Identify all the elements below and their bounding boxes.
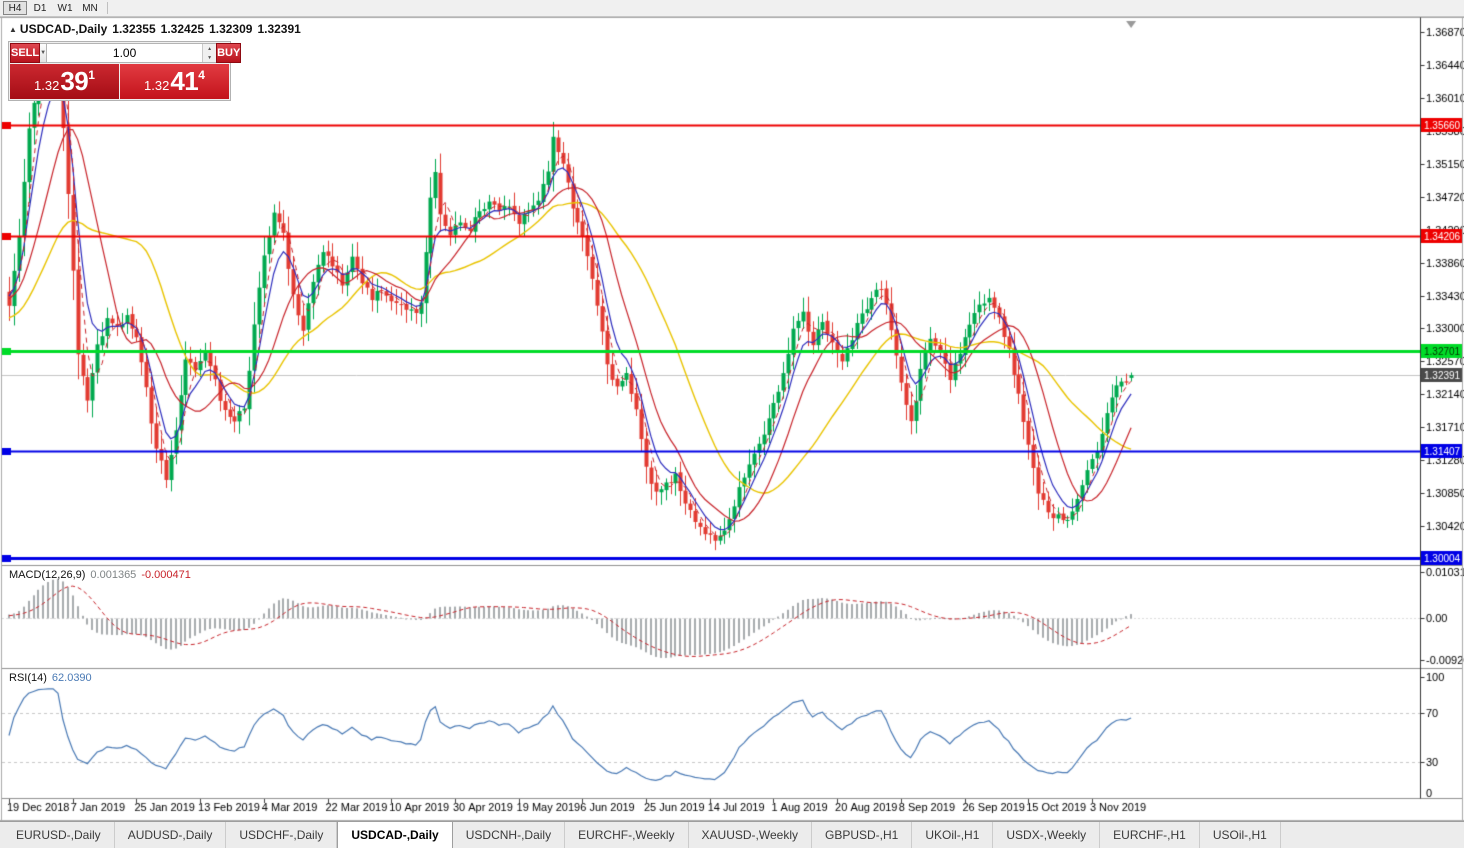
spin-down-icon: ▼ bbox=[207, 54, 213, 61]
sell-price-pipette: 1 bbox=[88, 68, 95, 82]
timeframe-button-w1[interactable]: W1 bbox=[57, 3, 73, 14]
sell-price-quote[interactable]: 1.32 39 1 bbox=[10, 64, 119, 99]
rsi-value: 62.0390 bbox=[51, 672, 92, 684]
chart-tab-audusd-daily[interactable]: AUDUSD-,Daily bbox=[115, 822, 227, 848]
rsi-name: RSI(14) bbox=[9, 672, 47, 684]
volume-input[interactable] bbox=[47, 44, 203, 62]
chart-tab-xauusd-weekly[interactable]: XAUUSD-,Weekly bbox=[689, 822, 812, 848]
buy-price-big-digits: 41 bbox=[170, 66, 199, 96]
sell-button[interactable]: SELL bbox=[10, 43, 41, 63]
timeframe-toolbar: H4 D1 W1 MN bbox=[0, 0, 1464, 17]
macd-main-value: 0.001365 bbox=[90, 569, 137, 581]
chevron-down-icon: ▼ bbox=[40, 50, 47, 56]
rsi-indicator-label: RSI(14) 62.0390 bbox=[9, 672, 97, 684]
chart-title: ▲ USDCAD-,Daily 1.32355 1.32425 1.32309 1.323… bbox=[9, 22, 306, 36]
chart-tab-usoil-h1[interactable]: USOil-,H1 bbox=[1200, 822, 1281, 848]
ohlc-close: 1.32391 bbox=[257, 22, 301, 36]
spin-up-icon: ▲ bbox=[207, 45, 213, 52]
buy-button[interactable]: BUY bbox=[216, 43, 242, 63]
volume-decrease-button[interactable]: ▼ bbox=[203, 53, 216, 62]
chart-tab-usdcnh-daily[interactable]: USDCNH-,Daily bbox=[453, 822, 566, 848]
chart-tab-eurusd-daily[interactable]: EURUSD-,Daily bbox=[3, 822, 115, 848]
buy-price-pipette: 4 bbox=[198, 68, 205, 82]
chart-window-icon: ▲ bbox=[9, 25, 17, 34]
chart-tab-eurchf-h1[interactable]: EURCHF-,H1 bbox=[1100, 822, 1200, 848]
chart-tab-bar: EURUSD-,Daily AUDUSD-,Daily USDCHF-,Daily U… bbox=[0, 821, 1464, 848]
volume-spinner: ▲ ▼ bbox=[202, 44, 217, 62]
macd-indicator-label: MACD(12,26,9) 0.001365 -0.000471 bbox=[9, 569, 196, 581]
volume-increase-button[interactable]: ▲ bbox=[203, 44, 216, 53]
chart-tab-ukoil-h1[interactable]: UKOil-,H1 bbox=[912, 822, 994, 848]
buy-price-prefix: 1.32 bbox=[144, 77, 170, 93]
ohlc-open: 1.32355 bbox=[112, 22, 156, 36]
timeframe-button-d1[interactable]: D1 bbox=[33, 3, 47, 14]
buy-price-quote[interactable]: 1.32 41 4 bbox=[120, 64, 229, 99]
timeframe-button-mn[interactable]: MN bbox=[82, 3, 98, 14]
chart-tab-usdcad-daily[interactable]: USDCAD-,Daily bbox=[337, 821, 453, 848]
ohlc-low: 1.32309 bbox=[209, 22, 253, 36]
chart-tab-usdx-weekly[interactable]: USDX-,Weekly bbox=[993, 822, 1101, 848]
chart-tab-usdchf-daily[interactable]: USDCHF-,Daily bbox=[226, 822, 338, 848]
sell-price-prefix: 1.32 bbox=[34, 77, 60, 93]
sell-price-big-digits: 39 bbox=[60, 66, 89, 96]
chart-tab-gbpusd-h1[interactable]: GBPUSD-,H1 bbox=[812, 822, 913, 848]
macd-name: MACD(12,26,9) bbox=[9, 569, 86, 581]
timeframe-button-h4[interactable]: H4 bbox=[3, 1, 27, 15]
volume-field: ▲ ▼ bbox=[47, 43, 217, 63]
chart-symbol-period: USDCAD-,Daily bbox=[19, 22, 108, 36]
macd-signal-value: -0.000471 bbox=[141, 569, 191, 581]
chart-tab-eurchf-weekly[interactable]: EURCHF-,Weekly bbox=[565, 822, 689, 848]
ohlc-high: 1.32425 bbox=[160, 22, 205, 36]
volume-dropdown-button[interactable]: ▼ bbox=[40, 43, 48, 63]
toolbar-separator bbox=[107, 2, 108, 14]
